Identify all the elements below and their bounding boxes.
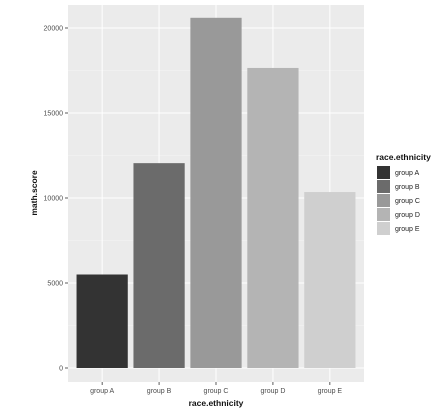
- legend-key: [377, 166, 390, 179]
- legend: race.ethnicity group A group B group C grou…: [376, 152, 431, 235]
- legend-label: group B: [395, 184, 420, 191]
- legend-label: group E: [395, 226, 420, 233]
- legend-label: group D: [395, 212, 420, 219]
- x-tick-label: group D: [260, 388, 285, 395]
- x-tick-label: group E: [318, 388, 343, 395]
- legend-key: [377, 180, 390, 193]
- bar-group-b: [133, 163, 185, 368]
- legend-label: group C: [395, 198, 420, 205]
- y-tick-label: 15000: [44, 111, 64, 118]
- x-axis-title: race.ethnicity: [189, 398, 244, 408]
- legend-title: race.ethnicity: [376, 152, 431, 162]
- bars: [76, 17, 356, 369]
- y-axis: 0 5000 10000 15000 20000: [44, 26, 68, 373]
- x-tick-label: group B: [147, 388, 172, 395]
- legend-key: [377, 222, 390, 235]
- x-tick-label: group C: [204, 388, 229, 395]
- y-tick-label: 0: [59, 366, 63, 373]
- legend-key: [377, 208, 390, 221]
- y-axis-title: math.score: [29, 170, 39, 216]
- y-tick-label: 5000: [47, 281, 63, 288]
- bar-group-a: [76, 274, 128, 368]
- y-tick-label: 20000: [44, 26, 64, 33]
- y-tick-label: 10000: [44, 196, 64, 203]
- x-axis: group A group B group C group D group E: [90, 382, 342, 395]
- legend-label: group A: [395, 170, 419, 177]
- legend-key: [377, 194, 390, 207]
- bar-group-d: [247, 67, 299, 368]
- x-tick-label: group A: [90, 388, 114, 395]
- bar-group-c: [190, 17, 242, 369]
- bar-group-e: [304, 192, 356, 368]
